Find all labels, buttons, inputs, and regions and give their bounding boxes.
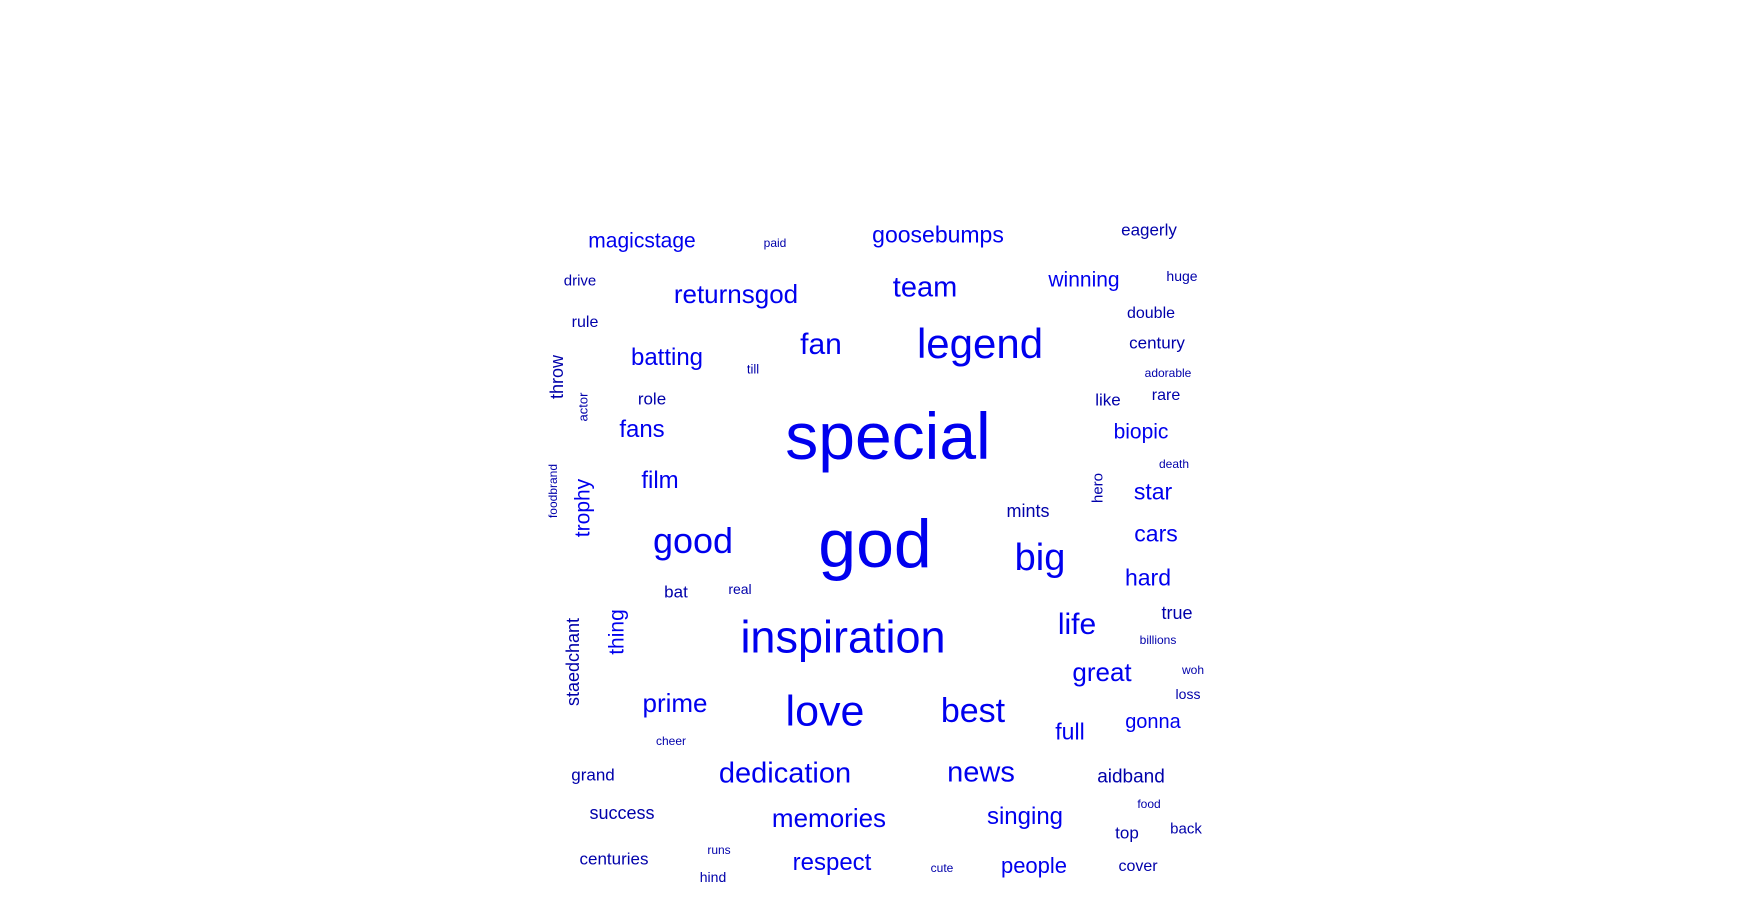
- word-returnsgod: returnsgod: [673, 279, 799, 309]
- word-adorable: adorable: [1144, 366, 1192, 380]
- word-foodbrand: foodbrand: [546, 463, 560, 519]
- word-biopic: biopic: [1113, 420, 1169, 444]
- word-fan: fan: [800, 328, 842, 361]
- word-trophy: trophy: [571, 478, 595, 538]
- word-centuries: centuries: [579, 849, 649, 869]
- word-fans: fans: [619, 416, 665, 443]
- word-film: film: [641, 467, 679, 494]
- word-rule: rule: [571, 314, 599, 331]
- word-great: great: [1072, 657, 1132, 687]
- word-role: role: [637, 389, 667, 409]
- word-till: till: [746, 361, 760, 377]
- word-throw: throw: [547, 354, 567, 400]
- word-thing: thing: [605, 609, 629, 655]
- word-death: death: [1158, 457, 1190, 471]
- word-team: team: [892, 271, 958, 304]
- word-prime: prime: [642, 688, 708, 718]
- word-singing: singing: [986, 803, 1064, 830]
- word-aidband: aidband: [1097, 766, 1165, 788]
- word-news: news: [947, 756, 1015, 789]
- word-success: success: [589, 803, 655, 823]
- word-like: like: [1095, 390, 1121, 410]
- word-good: good: [652, 520, 734, 561]
- word-inspiration: inspiration: [740, 611, 946, 663]
- word-big: big: [1014, 537, 1066, 579]
- word-century: century: [1129, 333, 1185, 353]
- word-god: god: [818, 506, 932, 582]
- word-best: best: [940, 692, 1006, 730]
- word-gonna: gonna: [1125, 711, 1181, 733]
- word-hero: hero: [1089, 472, 1107, 504]
- word-back: back: [1170, 820, 1202, 838]
- word-bat: bat: [664, 582, 688, 602]
- word-loss: loss: [1175, 686, 1201, 702]
- word-full: full: [1055, 718, 1085, 745]
- word-double: double: [1126, 305, 1176, 322]
- word-food: food: [1137, 797, 1161, 811]
- word-cars: cars: [1134, 520, 1178, 547]
- word-legend: legend: [916, 320, 1044, 367]
- word-runs: runs: [707, 843, 731, 857]
- word-people: people: [1000, 853, 1068, 878]
- word-actor: actor: [575, 392, 591, 422]
- word-cover: cover: [1118, 858, 1158, 875]
- word-star: star: [1133, 478, 1173, 505]
- word-mints: mints: [1006, 501, 1050, 521]
- word-eagerly: eagerly: [1121, 220, 1177, 240]
- word-billions: billions: [1139, 633, 1177, 647]
- word-staedchant: staedchant: [563, 617, 583, 707]
- word-respect: respect: [792, 849, 872, 876]
- word-grand: grand: [571, 765, 615, 785]
- word-memories: memories: [771, 803, 887, 833]
- word-true: true: [1161, 603, 1193, 623]
- word-batting: batting: [630, 344, 704, 371]
- word-hind: hind: [699, 869, 727, 885]
- word-special: special: [785, 399, 991, 473]
- word-huge: huge: [1166, 268, 1198, 284]
- word-winning: winning: [1048, 268, 1120, 292]
- word-cute: cute: [930, 861, 954, 875]
- word-paid: paid: [763, 236, 787, 250]
- word-magicstage: magicstage: [588, 229, 696, 253]
- word-hard: hard: [1124, 564, 1172, 591]
- word-life: life: [1057, 608, 1097, 641]
- word-drive: drive: [563, 272, 597, 290]
- word-real: real: [728, 581, 752, 597]
- word-love: love: [785, 687, 865, 736]
- word-woh: woh: [1181, 663, 1205, 677]
- word-rare: rare: [1151, 387, 1181, 404]
- word-cheer: cheer: [655, 734, 687, 748]
- word-goosebumps: goosebumps: [872, 221, 1004, 248]
- word-dedication: dedication: [718, 757, 852, 790]
- word-top: top: [1115, 823, 1139, 843]
